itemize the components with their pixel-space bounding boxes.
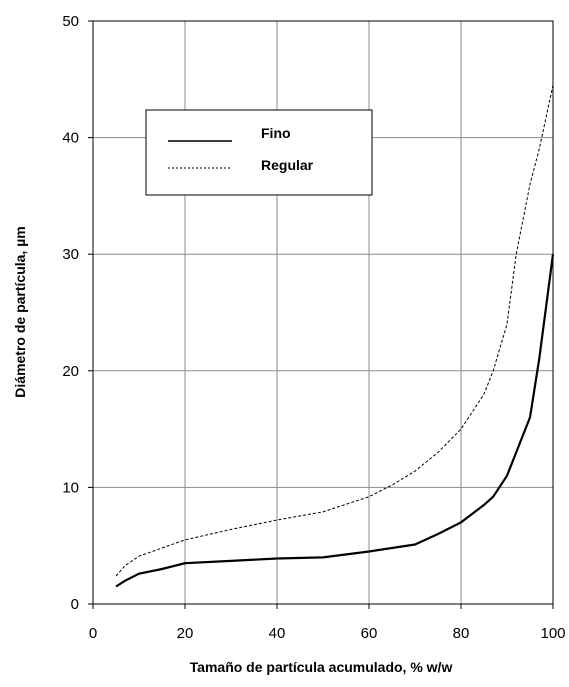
x-tick-label: 100: [540, 625, 565, 642]
legend-label-regular: Regular: [261, 157, 314, 173]
x-tick-label: 60: [361, 625, 378, 642]
y-tick-label: 50: [62, 13, 79, 30]
series-line-regular: [115, 84, 554, 577]
legend-label-fino: Fino: [261, 125, 291, 141]
x-tick-label: 20: [177, 625, 194, 642]
y-tick-label: 40: [62, 130, 79, 147]
y-tick-label: 0: [71, 596, 79, 613]
grid-lines: [93, 21, 553, 604]
x-tick-label: 0: [89, 625, 97, 642]
y-axis-label: Diámetro de partícula, µm: [12, 226, 28, 397]
legend: Fino Regular: [145, 109, 373, 196]
axis-ticks: 0 20 40 60 80 100 0 10 20 30 40 50: [62, 13, 565, 642]
x-tick-label: 80: [453, 625, 470, 642]
legend-box: [145, 109, 373, 196]
x-tick-label: 40: [269, 625, 286, 642]
series-line-fino: [115, 254, 555, 588]
x-axis-label: Tamaño de partícula acumulado, % w/w: [190, 659, 453, 675]
y-tick-label: 10: [62, 479, 79, 496]
y-tick-label: 20: [62, 363, 79, 380]
plot-area-frame: [92, 20, 554, 605]
y-tick-label: 30: [62, 246, 79, 263]
series-lines: [115, 84, 555, 588]
